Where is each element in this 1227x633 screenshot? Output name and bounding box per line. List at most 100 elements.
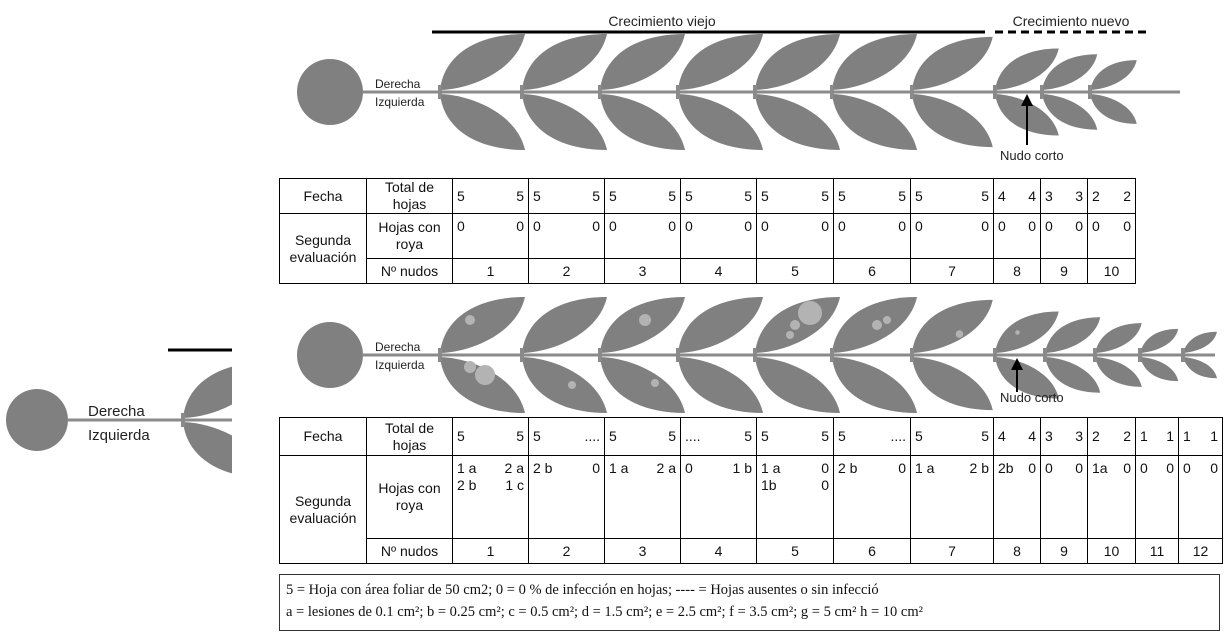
- leaf: [522, 297, 607, 353]
- value: 0: [1183, 460, 1191, 476]
- value: 1 a: [915, 460, 935, 476]
- node-number: 7: [910, 258, 994, 284]
- header-total: Total de hojas: [366, 178, 453, 214]
- leaf: [522, 34, 607, 90]
- left-label: Izquierda: [88, 427, 150, 444]
- value: 5: [457, 187, 465, 204]
- node-tick: [1040, 85, 1044, 99]
- leaf: [832, 34, 917, 90]
- value: 5: [668, 187, 676, 204]
- value: 0: [1075, 218, 1083, 234]
- value: 5: [821, 428, 829, 444]
- value: 2: [1123, 428, 1131, 444]
- node-number: 2: [528, 538, 605, 564]
- table-first: Fecha Total de hojas 5 5 5 5 5 5 5 5 5 5 5 5 5 5 4 4 3 3 2 2 S…: [279, 178, 1136, 284]
- value: 0: [1045, 218, 1053, 234]
- value: 1: [1166, 428, 1174, 444]
- node-tick: [830, 348, 834, 362]
- value: 0: [1123, 218, 1131, 234]
- value: 1b: [761, 477, 777, 493]
- node-number: 4: [680, 538, 757, 564]
- leaf: [995, 48, 1059, 90]
- value: 0: [533, 218, 541, 234]
- value: 0: [1140, 460, 1148, 476]
- value: 5: [981, 428, 989, 444]
- node-tick: [676, 348, 680, 362]
- header-evaluation: Segunda evaluación: [279, 213, 367, 284]
- leaf: [755, 94, 840, 150]
- node-number: 10: [1087, 538, 1136, 564]
- value: 0: [1045, 460, 1053, 476]
- arrow-head: [1021, 94, 1033, 106]
- arrow-head: [1011, 358, 1023, 370]
- value: 0: [1028, 218, 1036, 234]
- node-tick: [753, 85, 757, 99]
- value: 3: [1045, 187, 1053, 204]
- leaf: [440, 94, 525, 150]
- value: 1a: [1092, 460, 1108, 476]
- value: 5: [761, 428, 769, 444]
- value: 5: [915, 428, 923, 444]
- left-label: Izquierda: [375, 95, 425, 109]
- value: 0: [685, 460, 693, 476]
- value: 0: [668, 218, 676, 234]
- value-pair: 5....: [533, 428, 600, 445]
- value-pair: 2 b 0: [838, 460, 906, 477]
- node-tick: [598, 348, 602, 362]
- lesion: [475, 365, 495, 385]
- value: 0: [761, 218, 769, 234]
- node-tick: [676, 85, 680, 99]
- value: 5: [685, 187, 693, 204]
- header-nodes: Nº nudos: [366, 258, 453, 284]
- short-node-label: Nudo corto: [1000, 148, 1064, 163]
- lesion: [955, 330, 964, 338]
- value: 0: [1092, 218, 1100, 234]
- lesion: [568, 381, 576, 389]
- leaf: [995, 357, 1059, 399]
- header-date: Fecha: [279, 178, 367, 214]
- header-evaluation: Segunda evaluación: [279, 455, 367, 564]
- value: 0: [821, 218, 829, 234]
- new-growth-label: Crecimiento nuevo: [1013, 13, 1130, 29]
- stem-base: [297, 59, 363, 125]
- node-number: 3: [604, 258, 681, 284]
- node-number: 9: [1040, 538, 1088, 564]
- short-node-label: Nudo corto: [1000, 390, 1064, 405]
- lesion: [798, 301, 822, 325]
- value: 0: [1028, 460, 1036, 476]
- value: 0: [685, 218, 693, 234]
- value: 2: [1123, 187, 1131, 204]
- leaf: [522, 94, 607, 150]
- leaf: [1095, 357, 1142, 387]
- infected-cell: 2 b 0: [528, 455, 605, 539]
